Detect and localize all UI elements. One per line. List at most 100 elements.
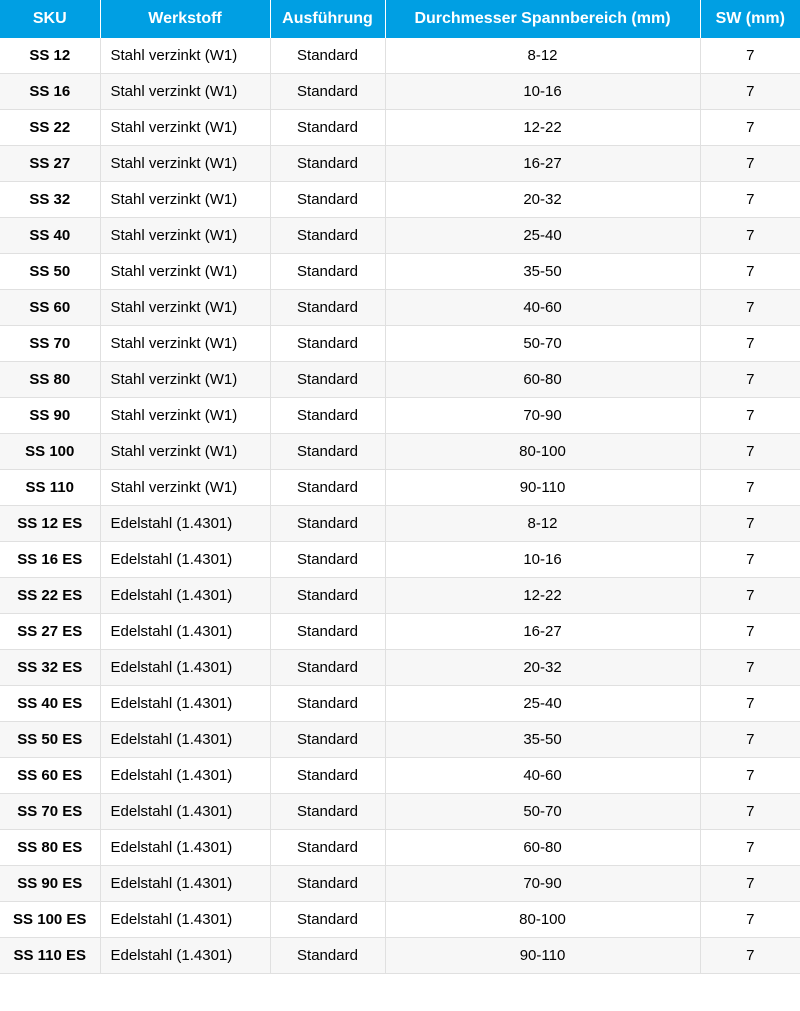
cell-ausfuehrung: Standard (270, 74, 385, 110)
table-row: SS 40Stahl verzinkt (W1)Standard25-407 (0, 218, 800, 254)
table-row: SS 22 ESEdelstahl (1.4301)Standard12-227 (0, 578, 800, 614)
table-row: SS 32 ESEdelstahl (1.4301)Standard20-327 (0, 650, 800, 686)
cell-sku: SS 40 ES (0, 686, 100, 722)
cell-werkstoff: Edelstahl (1.4301) (100, 722, 270, 758)
cell-sw: 7 (700, 362, 800, 398)
table-row: SS 16 ESEdelstahl (1.4301)Standard10-167 (0, 542, 800, 578)
table-row: SS 100 ESEdelstahl (1.4301)Standard80-10… (0, 902, 800, 938)
header-sku: SKU (0, 0, 100, 38)
header-werkstoff: Werkstoff (100, 0, 270, 38)
cell-ausfuehrung: Standard (270, 398, 385, 434)
cell-sw: 7 (700, 686, 800, 722)
cell-sku: SS 110 ES (0, 938, 100, 974)
cell-sw: 7 (700, 758, 800, 794)
cell-sw: 7 (700, 218, 800, 254)
cell-ausfuehrung: Standard (270, 362, 385, 398)
table-row: SS 22Stahl verzinkt (W1)Standard12-227 (0, 110, 800, 146)
cell-werkstoff: Stahl verzinkt (W1) (100, 38, 270, 74)
cell-ausfuehrung: Standard (270, 578, 385, 614)
cell-sku: SS 90 (0, 398, 100, 434)
cell-sku: SS 32 (0, 182, 100, 218)
cell-durchmesser: 70-90 (385, 398, 700, 434)
cell-durchmesser: 8-12 (385, 38, 700, 74)
cell-durchmesser: 50-70 (385, 794, 700, 830)
cell-werkstoff: Stahl verzinkt (W1) (100, 434, 270, 470)
cell-werkstoff: Stahl verzinkt (W1) (100, 146, 270, 182)
header-ausfuehrung: Ausführung (270, 0, 385, 38)
cell-sw: 7 (700, 74, 800, 110)
cell-durchmesser: 10-16 (385, 542, 700, 578)
cell-ausfuehrung: Standard (270, 758, 385, 794)
table-row: SS 70 ESEdelstahl (1.4301)Standard50-707 (0, 794, 800, 830)
cell-sw: 7 (700, 866, 800, 902)
cell-ausfuehrung: Standard (270, 938, 385, 974)
cell-sw: 7 (700, 398, 800, 434)
cell-durchmesser: 12-22 (385, 578, 700, 614)
cell-ausfuehrung: Standard (270, 254, 385, 290)
cell-sw: 7 (700, 38, 800, 74)
cell-sw: 7 (700, 614, 800, 650)
cell-werkstoff: Edelstahl (1.4301) (100, 578, 270, 614)
cell-durchmesser: 25-40 (385, 218, 700, 254)
cell-durchmesser: 80-100 (385, 434, 700, 470)
table-row: SS 60 ESEdelstahl (1.4301)Standard40-607 (0, 758, 800, 794)
cell-sku: SS 60 (0, 290, 100, 326)
cell-sku: SS 22 (0, 110, 100, 146)
cell-sku: SS 27 ES (0, 614, 100, 650)
header-durchmesser: Durchmesser Spannbereich (mm) (385, 0, 700, 38)
cell-werkstoff: Edelstahl (1.4301) (100, 506, 270, 542)
cell-sw: 7 (700, 722, 800, 758)
table-row: SS 110Stahl verzinkt (W1)Standard90-1107 (0, 470, 800, 506)
table-row: SS 16Stahl verzinkt (W1)Standard10-167 (0, 74, 800, 110)
cell-durchmesser: 90-110 (385, 938, 700, 974)
cell-sku: SS 80 ES (0, 830, 100, 866)
cell-ausfuehrung: Standard (270, 218, 385, 254)
cell-werkstoff: Edelstahl (1.4301) (100, 686, 270, 722)
cell-durchmesser: 35-50 (385, 254, 700, 290)
cell-durchmesser: 10-16 (385, 74, 700, 110)
table-row: SS 80 ESEdelstahl (1.4301)Standard60-807 (0, 830, 800, 866)
table-row: SS 12 ESEdelstahl (1.4301)Standard8-127 (0, 506, 800, 542)
cell-werkstoff: Edelstahl (1.4301) (100, 902, 270, 938)
table-row: SS 90 ESEdelstahl (1.4301)Standard70-907 (0, 866, 800, 902)
cell-sw: 7 (700, 110, 800, 146)
cell-ausfuehrung: Standard (270, 182, 385, 218)
cell-ausfuehrung: Standard (270, 650, 385, 686)
cell-werkstoff: Stahl verzinkt (W1) (100, 110, 270, 146)
cell-ausfuehrung: Standard (270, 506, 385, 542)
cell-sku: SS 27 (0, 146, 100, 182)
cell-sku: SS 16 ES (0, 542, 100, 578)
cell-sku: SS 50 (0, 254, 100, 290)
cell-werkstoff: Stahl verzinkt (W1) (100, 326, 270, 362)
table-row: SS 50 ESEdelstahl (1.4301)Standard35-507 (0, 722, 800, 758)
cell-werkstoff: Stahl verzinkt (W1) (100, 218, 270, 254)
cell-durchmesser: 60-80 (385, 362, 700, 398)
cell-werkstoff: Edelstahl (1.4301) (100, 614, 270, 650)
cell-sw: 7 (700, 470, 800, 506)
cell-sw: 7 (700, 542, 800, 578)
table-row: SS 60Stahl verzinkt (W1)Standard40-607 (0, 290, 800, 326)
cell-sw: 7 (700, 326, 800, 362)
cell-ausfuehrung: Standard (270, 722, 385, 758)
cell-ausfuehrung: Standard (270, 866, 385, 902)
cell-sku: SS 22 ES (0, 578, 100, 614)
cell-sw: 7 (700, 434, 800, 470)
cell-werkstoff: Stahl verzinkt (W1) (100, 74, 270, 110)
cell-werkstoff: Stahl verzinkt (W1) (100, 254, 270, 290)
cell-ausfuehrung: Standard (270, 614, 385, 650)
cell-ausfuehrung: Standard (270, 470, 385, 506)
cell-durchmesser: 16-27 (385, 146, 700, 182)
cell-werkstoff: Stahl verzinkt (W1) (100, 398, 270, 434)
cell-ausfuehrung: Standard (270, 290, 385, 326)
cell-durchmesser: 50-70 (385, 326, 700, 362)
cell-sku: SS 40 (0, 218, 100, 254)
cell-ausfuehrung: Standard (270, 110, 385, 146)
cell-sku: SS 32 ES (0, 650, 100, 686)
cell-durchmesser: 80-100 (385, 902, 700, 938)
cell-durchmesser: 40-60 (385, 758, 700, 794)
cell-ausfuehrung: Standard (270, 830, 385, 866)
cell-werkstoff: Edelstahl (1.4301) (100, 830, 270, 866)
cell-sw: 7 (700, 938, 800, 974)
cell-ausfuehrung: Standard (270, 902, 385, 938)
cell-sw: 7 (700, 830, 800, 866)
